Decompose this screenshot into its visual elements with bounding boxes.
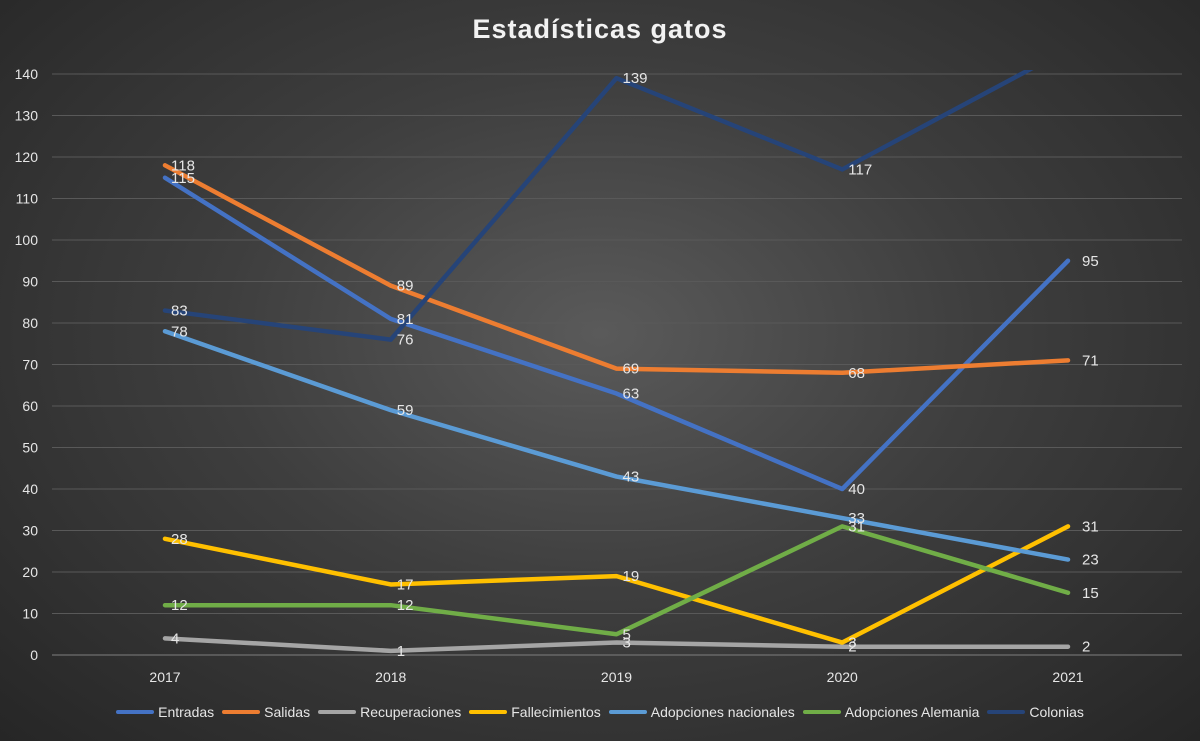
chart-title: Estadísticas gatos <box>472 14 728 44</box>
x-tick-label: 2019 <box>601 669 632 685</box>
legend-swatch <box>318 710 357 714</box>
legend-swatch <box>469 710 508 714</box>
y-tick-label: 140 <box>15 66 39 82</box>
legend-swatch <box>116 710 155 714</box>
legend-item: Colonias <box>987 704 1084 720</box>
data-label: 12 <box>171 597 188 614</box>
series-line-entradas <box>162 175 1071 492</box>
data-label: 117 <box>848 161 872 178</box>
data-label: 2 <box>848 639 856 656</box>
legend-swatch <box>222 710 261 714</box>
data-label: 43 <box>623 469 640 486</box>
y-tick-label: 70 <box>22 357 38 373</box>
series-line-fallecimientos <box>162 524 1071 645</box>
y-tick-label: 80 <box>22 315 38 331</box>
legend-label: Fallecimientos <box>511 704 601 720</box>
legend-label: Entradas <box>158 704 215 720</box>
data-label: 40 <box>848 481 865 498</box>
legend-swatch <box>802 710 841 714</box>
y-tick-label: 40 <box>22 481 38 497</box>
data-label: 78 <box>171 323 188 340</box>
y-tick-label: 130 <box>15 108 39 124</box>
legend-item: Entradas <box>116 704 214 720</box>
x-tick-label: 2018 <box>375 669 406 685</box>
y-tick-label: 0 <box>30 647 38 663</box>
data-label: 28 <box>171 531 188 548</box>
data-label: 118 <box>171 157 195 174</box>
data-label: 1 <box>397 643 405 660</box>
data-label: 5 <box>623 626 631 643</box>
y-tick-label: 90 <box>22 274 38 290</box>
y-tick-label: 50 <box>22 440 38 456</box>
legend-label: Adopciones nacionales <box>650 704 795 720</box>
x-tick-label: 2017 <box>149 669 180 685</box>
legend-label: Recuperaciones <box>360 704 462 720</box>
series-lines <box>162 70 1071 654</box>
gridlines <box>52 73 1182 614</box>
legend-label: Colonias <box>1029 704 1084 720</box>
legend-item: Adopciones nacionales <box>608 704 795 720</box>
data-label: 71 <box>1082 352 1099 369</box>
data-label: 76 <box>397 332 414 349</box>
data-label: 59 <box>397 402 414 419</box>
x-tick-label: 2020 <box>827 669 858 685</box>
data-label: 23 <box>1082 552 1099 569</box>
series-line-adopciones-nacionales <box>162 329 1071 562</box>
y-tick-label: 110 <box>16 191 39 207</box>
legend-swatch <box>987 710 1026 714</box>
y-tick-label: 30 <box>22 523 38 539</box>
data-label: 4 <box>171 630 179 647</box>
legend-label: Salidas <box>264 704 311 720</box>
data-label: 89 <box>397 278 414 295</box>
legend-item: Adopciones Alemania <box>802 704 980 720</box>
legend-item: Fallecimientos <box>469 704 601 720</box>
data-label: 3 <box>623 635 631 652</box>
series-line-adopciones-alemania <box>162 524 1071 637</box>
data-label: 17 <box>397 576 414 593</box>
legend-label: Adopciones Alemania <box>844 704 980 720</box>
y-tick-label: 20 <box>22 564 38 580</box>
data-label: 115 <box>171 170 195 187</box>
y-tick-label: 100 <box>15 232 39 248</box>
data-label: 139 <box>623 70 648 87</box>
legend: Entradas Salidas Recuperaciones Fallecimien… <box>0 704 1200 720</box>
data-label: 81 <box>397 311 414 328</box>
data-label: 3 <box>848 635 856 652</box>
data-label: 19 <box>623 568 640 585</box>
legend-item: Recuperaciones <box>318 704 461 720</box>
y-tick-label: 120 <box>15 149 39 165</box>
legend-item: Salidas <box>222 704 310 720</box>
data-label: 63 <box>623 386 640 403</box>
data-label: 33 <box>848 510 865 527</box>
data-label: 83 <box>171 303 188 320</box>
y-tick-label: 60 <box>22 398 38 414</box>
data-label: 69 <box>623 361 640 378</box>
series-line-recuperaciones <box>162 636 1071 654</box>
series-line-salidas <box>162 163 1071 376</box>
x-tick-label: 2021 <box>1052 669 1083 685</box>
data-label: 15 <box>1082 585 1099 602</box>
data-label: 12 <box>397 597 414 614</box>
data-label: 2 <box>1082 639 1090 656</box>
series-line-colonias <box>162 70 1034 342</box>
data-label: 95 <box>1082 253 1099 270</box>
legend-swatch <box>608 710 647 714</box>
data-label: 31 <box>1082 518 1099 535</box>
data-label: 31 <box>848 518 865 535</box>
data-label: 68 <box>848 365 865 382</box>
y-tick-label: 10 <box>22 606 38 622</box>
